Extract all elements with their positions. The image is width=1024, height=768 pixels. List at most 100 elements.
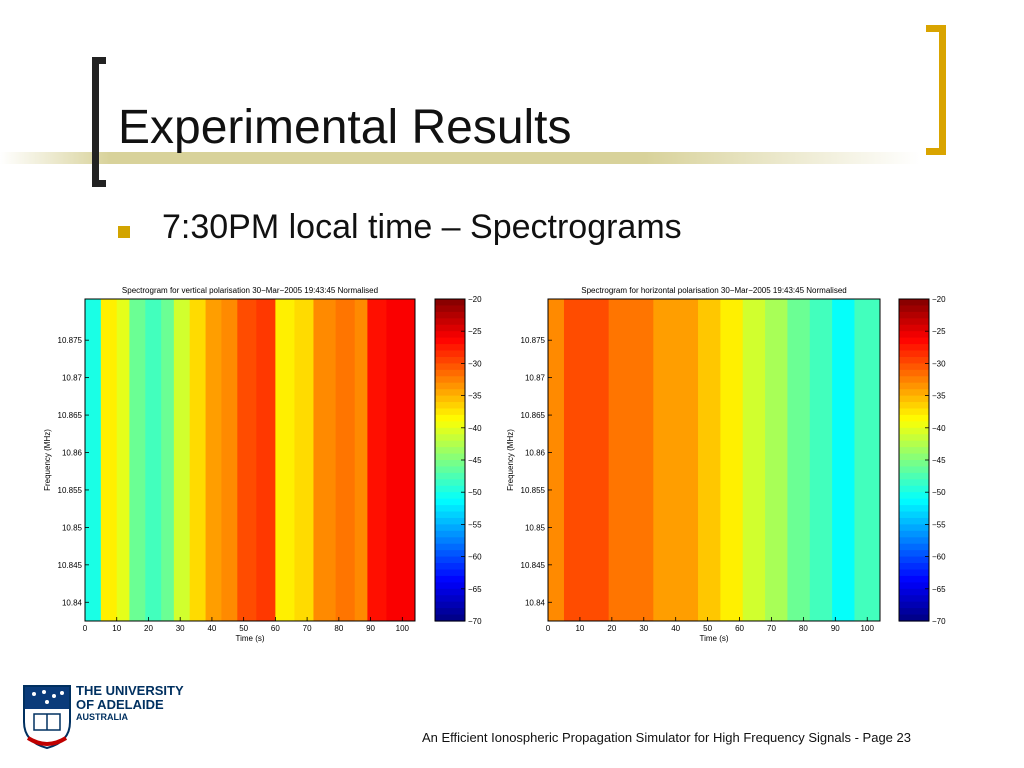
colorbar-tick-label: −65 [468, 585, 482, 594]
colorbar-segment [899, 344, 929, 352]
x-tick-label: 80 [334, 624, 343, 633]
colorbar-segment [435, 550, 465, 558]
colorbar-segment [899, 427, 929, 435]
colorbar-segment [899, 408, 929, 416]
colorbar-segment [899, 472, 929, 480]
heatmap-band [765, 299, 788, 621]
heatmap-band [548, 299, 565, 621]
x-tick-label: 20 [144, 624, 153, 633]
y-axis-label: Frequency (MHz) [506, 429, 515, 491]
colorbar-segment [899, 485, 929, 493]
colorbar-segment [899, 453, 929, 461]
colorbar-segment [899, 505, 929, 513]
colorbar-segment [435, 511, 465, 519]
colorbar-segment [435, 311, 465, 319]
colorbar-segment [899, 337, 929, 345]
colorbar-segment [899, 511, 929, 519]
x-tick-label: 20 [607, 624, 616, 633]
colorbar-segment [899, 440, 929, 448]
x-tick-label: 100 [396, 624, 410, 633]
colorbar-segment [435, 395, 465, 403]
x-tick-label: 80 [799, 624, 808, 633]
logo-line-3: AUSTRALIA [76, 712, 128, 722]
colorbar-tick-label: −70 [932, 617, 946, 626]
colorbar-segment [899, 382, 929, 390]
logo-line-2: OF ADELAIDE [76, 697, 164, 712]
y-tick-label: 10.865 [521, 411, 546, 420]
colorbar-tick-label: −30 [468, 359, 482, 368]
heatmap-band [787, 299, 811, 621]
colorbar-segment [899, 517, 929, 525]
colorbar-segment [435, 608, 465, 616]
y-tick-label: 10.87 [62, 374, 83, 383]
heatmap-band [809, 299, 833, 621]
colorbar-segment [435, 344, 465, 352]
heatmap-band [85, 299, 102, 621]
colorbar-segment [435, 492, 465, 500]
colorbar-segment [435, 543, 465, 551]
heatmap-band [294, 299, 314, 621]
colorbar-segment [435, 453, 465, 461]
x-tick-label: 40 [207, 624, 216, 633]
colorbar-segment [899, 363, 929, 371]
colorbar-segment [435, 498, 465, 506]
university-logo: THE UNIVERSITY OF ADELAIDE AUSTRALIA [22, 684, 202, 754]
plot-frame [547, 298, 881, 622]
colorbar-segment [435, 614, 465, 622]
colorbar-tick-label: −25 [468, 327, 482, 336]
colorbar-segment [899, 537, 929, 545]
x-tick-label: 70 [767, 624, 776, 633]
x-tick-label: 0 [83, 624, 88, 633]
colorbar-segment [435, 414, 465, 422]
logo-line-1: THE UNIVERSITY [76, 683, 184, 698]
y-tick-label: 10.84 [525, 598, 546, 607]
colorbar-tick-label: −20 [932, 295, 946, 304]
colorbar-segment [899, 369, 929, 377]
colorbar-tick-label: −45 [468, 456, 482, 465]
colorbar-segment [899, 389, 929, 397]
colorbar-segment [435, 460, 465, 468]
colorbar-segment [435, 485, 465, 493]
colorbar-segment [435, 505, 465, 513]
colorbar-segment [435, 402, 465, 410]
colorbar-segment [899, 569, 929, 577]
colorbar-segment [899, 305, 929, 313]
x-tick-label: 60 [735, 624, 744, 633]
y-tick-label: 10.85 [525, 523, 546, 532]
heatmap-band [367, 299, 387, 621]
x-tick-label: 90 [831, 624, 840, 633]
title-underline-bar [0, 152, 920, 164]
colorbar-tick-label: −50 [932, 488, 946, 497]
colorbar-segment [435, 363, 465, 371]
colorbar-segment [899, 608, 929, 616]
colorbar-segment [435, 389, 465, 397]
colorbar-segment [899, 460, 929, 468]
heatmap-band [608, 299, 654, 621]
colorbar-segment [899, 324, 929, 332]
slide-title: Experimental Results [118, 101, 572, 154]
colorbar-segment [899, 299, 929, 307]
x-tick-label: 100 [861, 624, 875, 633]
heatmap-band [256, 299, 276, 621]
colorbar-tick-label: −55 [932, 520, 946, 529]
heatmap-band [563, 299, 610, 621]
colorbar-tick-label: −25 [932, 327, 946, 336]
colorbar-segment [899, 402, 929, 410]
x-tick-label: 90 [366, 624, 375, 633]
y-tick-label: 10.875 [58, 336, 83, 345]
y-tick-label: 10.86 [525, 449, 546, 458]
heatmap-band [832, 299, 855, 621]
colorbar-segment [435, 299, 465, 307]
colorbar-segment [899, 421, 929, 429]
colorbar-tick-label: −35 [468, 392, 482, 401]
y-tick-label: 10.855 [58, 486, 83, 495]
colorbar-segment [899, 434, 929, 442]
heatmap-band [698, 299, 721, 621]
colorbar-segment [435, 588, 465, 596]
heatmap-band [116, 299, 130, 621]
colorbar-segment [899, 466, 929, 474]
colorbar-segment [899, 550, 929, 558]
colorbar-segment [435, 472, 465, 480]
heatmap-band [129, 299, 146, 621]
y-axis-label: Frequency (MHz) [43, 429, 52, 491]
